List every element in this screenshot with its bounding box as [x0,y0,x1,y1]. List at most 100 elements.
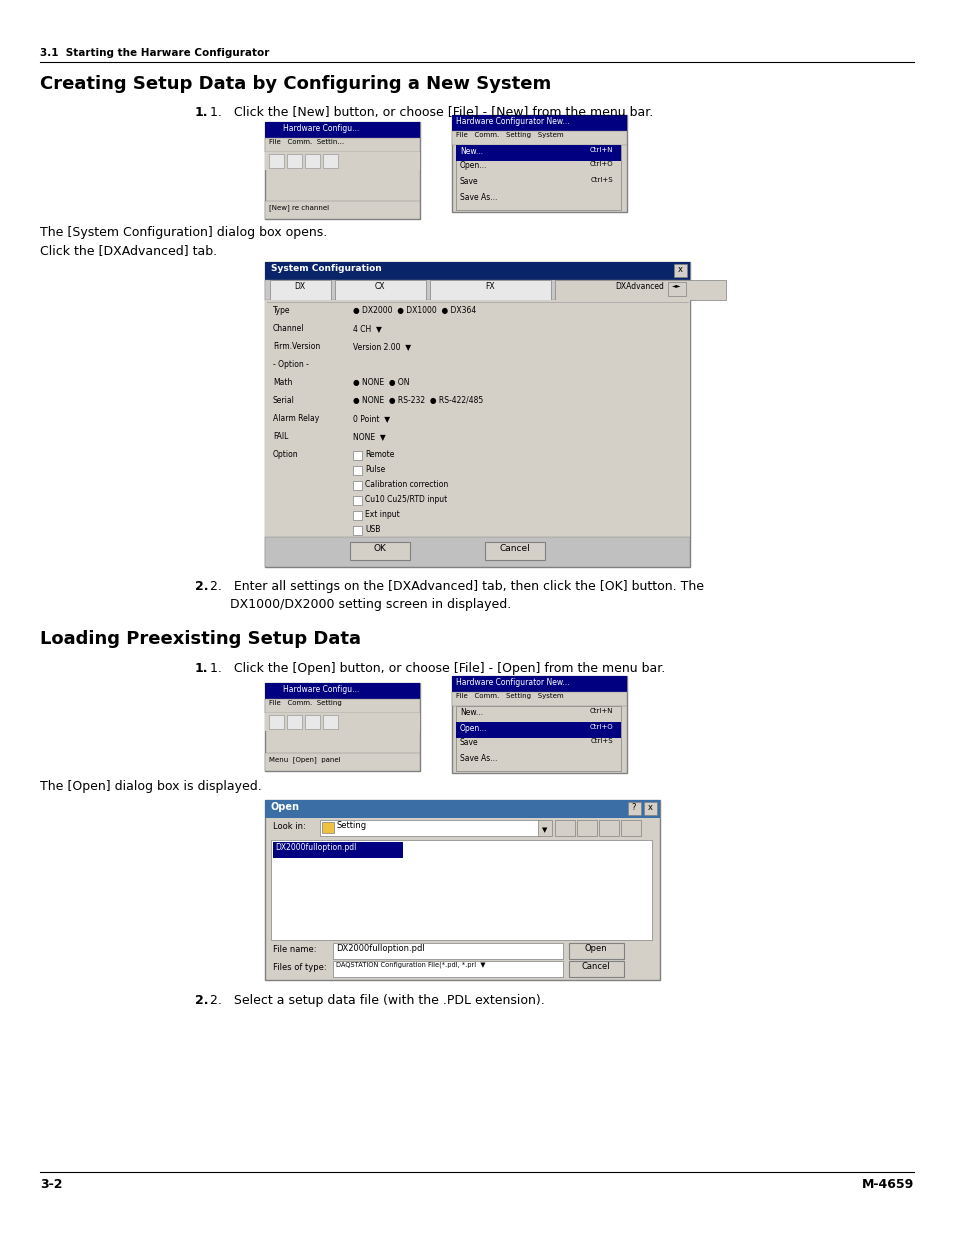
Text: File   Comm.   Setting   System: File Comm. Setting System [456,132,563,138]
Bar [265,713,419,731]
Text: Cu10 Cu25/RTD input: Cu10 Cu25/RTD input [365,495,447,504]
Text: Open: Open [271,802,299,811]
Text: CX: CX [375,282,385,291]
Text: Save As...: Save As... [459,755,497,763]
Bar [627,802,640,815]
Text: Firm.Version: Firm.Version [273,342,320,351]
Bar [265,138,419,152]
Bar [265,537,689,567]
Text: File name:: File name: [273,945,316,953]
Bar [568,944,623,960]
Text: The [System Configuration] dialog box opens.: The [System Configuration] dialog box op… [40,226,327,240]
Text: DXAdvanced: DXAdvanced [615,282,663,291]
Text: ◄►: ◄► [672,283,681,288]
Bar [265,699,419,713]
Text: OK: OK [374,543,386,553]
Text: x: x [647,803,652,811]
Text: Version 2.00  ▼: Version 2.00 ▼ [353,342,411,351]
Bar [305,154,319,168]
Text: Save: Save [459,739,478,747]
Text: ● DX2000  ● DX1000  ● DX364: ● DX2000 ● DX1000 ● DX364 [353,306,476,315]
Text: Files of type:: Files of type: [273,963,326,972]
Bar [335,280,426,300]
Bar [430,280,551,300]
Text: Cancel: Cancel [499,543,530,553]
Text: Cancel: Cancel [581,962,610,971]
Text: Look in:: Look in: [273,823,305,831]
Bar [322,823,334,832]
Bar [265,280,689,300]
Text: 2.   Enter all settings on the [DXAdvanced] tab, then click the [OK] button. The: 2. Enter all settings on the [DXAdvanced… [210,580,703,593]
Bar [265,152,419,170]
Text: Menu  [Open]  panel: Menu [Open] panel [269,756,340,763]
Text: Ctrl+O: Ctrl+O [589,161,613,167]
Text: Hardware Configurator New...: Hardware Configurator New... [456,117,569,126]
Bar [323,154,337,168]
Text: The [Open] dialog box is displayed.: The [Open] dialog box is displayed. [40,781,261,793]
Bar [265,122,419,138]
Bar [598,820,618,836]
Bar [537,820,552,836]
Text: File   Comm.  Settin...: File Comm. Settin... [269,140,344,144]
Bar [269,154,284,168]
Text: 1.: 1. [194,106,209,119]
Text: Hardware Configu...: Hardware Configu... [283,124,359,133]
Text: Open...: Open... [459,724,487,734]
Bar [265,800,659,818]
Bar [667,282,685,296]
Bar [353,526,361,535]
Bar [305,715,319,729]
Text: Setting: Setting [336,821,367,830]
Text: Channel: Channel [273,324,304,333]
Bar [452,676,626,692]
Bar [577,820,597,836]
Bar [265,683,419,771]
Bar [456,144,620,210]
Bar [265,800,659,981]
Bar [333,961,562,977]
Bar [269,715,284,729]
Bar [265,262,689,567]
Bar [350,542,410,559]
Bar [287,154,302,168]
Text: Open...: Open... [459,161,487,170]
Text: Ctrl+O: Ctrl+O [589,724,613,730]
Bar [353,511,361,520]
Text: Save: Save [459,177,478,186]
Text: ● NONE  ● RS-232  ● RS-422/485: ● NONE ● RS-232 ● RS-422/485 [353,396,483,405]
Text: DAQSTATION Configuration File(*.pdl, *.prl  ▼: DAQSTATION Configuration File(*.pdl, *.p… [335,962,485,968]
Bar [319,820,539,836]
Bar [323,715,337,729]
Bar [265,262,689,280]
Text: DX2000fulloption.pdl: DX2000fulloption.pdl [335,944,424,953]
Text: ▼: ▼ [541,827,547,832]
Bar [452,692,626,706]
Bar [273,842,402,858]
Text: 4 CH  ▼: 4 CH ▼ [353,324,381,333]
Bar [265,122,419,219]
Text: Ext input: Ext input [365,510,399,519]
Text: Calibration correction: Calibration correction [365,480,448,489]
Text: File   Comm.  Setting: File Comm. Setting [269,700,341,706]
Bar [620,820,640,836]
Text: 0 Point  ▼: 0 Point ▼ [353,414,390,424]
Text: M-4659: M-4659 [861,1178,913,1191]
Text: Math: Math [273,378,292,387]
Text: 3.1  Starting the Harware Configurator: 3.1 Starting the Harware Configurator [40,48,269,58]
Text: Ctrl+S: Ctrl+S [590,739,613,743]
Text: 2.: 2. [194,580,209,593]
Text: Option: Option [273,450,298,459]
Text: NONE  ▼: NONE ▼ [353,432,385,441]
Text: Save As...: Save As... [459,193,497,203]
Bar [353,496,361,505]
Bar [456,706,620,771]
Text: Type: Type [273,306,291,315]
Text: Open: Open [584,944,607,953]
Text: Alarm Relay: Alarm Relay [273,414,319,424]
Bar [452,131,626,144]
Text: 1.   Click the [Open] button, or choose [File] - [Open] from the menu bar.: 1. Click the [Open] button, or choose [F… [210,662,664,676]
Text: 3-2: 3-2 [40,1178,63,1191]
Text: Pulse: Pulse [365,466,385,474]
Text: DX: DX [294,282,305,291]
Bar [452,676,626,773]
